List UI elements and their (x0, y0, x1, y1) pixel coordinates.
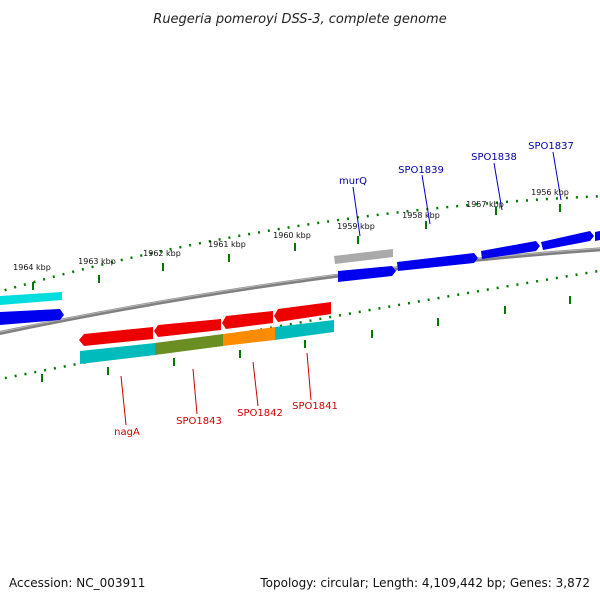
label-spo1838: SPO1838 (471, 152, 517, 163)
kbp-label-1959: 1959 kbp (337, 222, 375, 231)
kbp-label-1961: 1961 kbp (208, 240, 246, 249)
map-title: Ruegeria pomeroyi DSS-3, complete genome (153, 12, 446, 27)
genome-summary-text: Topology: circular; Length: 4,109,442 bp… (260, 576, 590, 590)
scale-ticks (32, 204, 561, 290)
cog-bar-spo1841 (275, 320, 334, 340)
kbp-label-1957: 1957 kbp (466, 200, 504, 209)
gene-spo1842[interactable] (222, 311, 273, 329)
kbp-label-1964: 1964 kbp (13, 263, 51, 272)
label-spo1839: SPO1839 (398, 165, 444, 176)
label-murq: murQ (339, 176, 367, 187)
cog-bar-naga (80, 343, 155, 364)
gene-offscreen-left[interactable] (0, 309, 64, 325)
outer-scale-ring (0, 194, 600, 293)
gene-offscreen-forward[interactable] (595, 231, 600, 241)
accession-text: Accession: NC_003911 (9, 576, 146, 590)
gene-spo1839[interactable] (397, 253, 478, 271)
label-spo1841: SPO1841 (292, 401, 338, 412)
gene-spo1843[interactable] (154, 319, 221, 337)
inner-scale-ticks (41, 296, 571, 382)
gene-spo1837[interactable] (541, 231, 594, 250)
gene-naga[interactable] (79, 327, 153, 346)
gene-spo1838[interactable] (481, 241, 540, 259)
gene-offscreen-cyan[interactable] (0, 292, 62, 305)
label-spo1837: SPO1837 (528, 141, 574, 152)
label-naga: nagA (114, 427, 140, 438)
cog-bars (80, 320, 334, 364)
genome-backbone (0, 247, 600, 336)
kbp-label-1958: 1958 kbp (402, 211, 440, 220)
label-spo1842: SPO1842 (237, 408, 283, 419)
reverse-strand-genes (79, 302, 331, 346)
gene-spo1841[interactable] (274, 302, 331, 322)
forward-label-leaders (352, 151, 562, 237)
gene-spo1840[interactable] (338, 266, 396, 282)
kbp-label-1962: 1962 kbp (143, 249, 181, 258)
forward-strand-genes (0, 231, 600, 325)
cog-bar-spo1843 (155, 334, 223, 355)
kbp-label-1963: 1963 kbp (78, 257, 116, 266)
backbone-highlight (0, 247, 600, 333)
gene-murq[interactable] (334, 249, 393, 264)
cog-bar-spo1842 (223, 327, 275, 346)
inner-scale-ring (0, 269, 600, 381)
kbp-label-1960: 1960 kbp (273, 231, 311, 240)
kbp-label-1956: 1956 kbp (531, 188, 569, 197)
label-spo1843: SPO1843 (176, 416, 222, 427)
reverse-label-leaders (120, 352, 312, 426)
